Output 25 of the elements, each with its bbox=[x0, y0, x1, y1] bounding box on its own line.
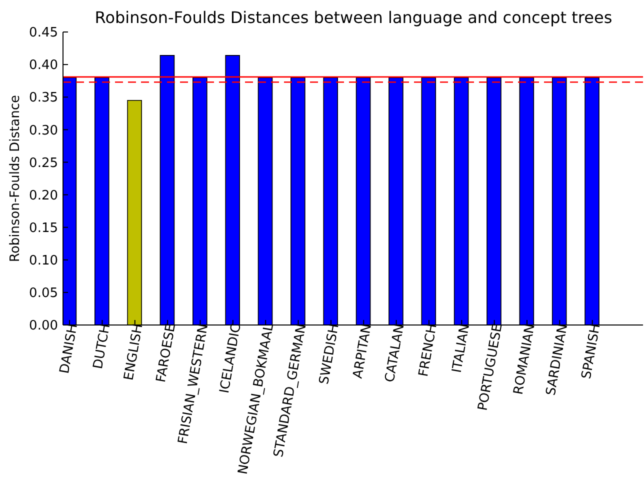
y-tick-label: 0.25 bbox=[29, 156, 58, 171]
x-tick-label: CATALAN bbox=[382, 322, 408, 384]
x-tick-label: SPANISH bbox=[579, 322, 604, 380]
x-tick-label: FRENCH bbox=[416, 322, 440, 378]
x-tick-label: ARPITAN bbox=[350, 322, 376, 380]
x-tick-label: ICELANDIC bbox=[217, 322, 244, 394]
y-tick-label: 0.40 bbox=[29, 58, 58, 74]
y-tick-label: 0.35 bbox=[29, 90, 58, 106]
x-tick-label: ITALIAN bbox=[450, 322, 474, 374]
y-tick-label: 0.45 bbox=[29, 26, 58, 41]
y-tick-label: 0.00 bbox=[29, 318, 58, 334]
x-tick-label: SWEDISH bbox=[316, 322, 342, 386]
y-tick-label: 0.10 bbox=[29, 254, 58, 269]
y-tick-label: 0.15 bbox=[29, 220, 58, 236]
x-tick-label: SARDINIAN bbox=[544, 322, 572, 397]
x-tick-label: DUTCH bbox=[90, 322, 114, 370]
x-tick-label: ROMANIAN bbox=[511, 322, 538, 396]
x-tick-label: DANISH bbox=[57, 322, 81, 375]
x-tick-label: ENGLISH bbox=[122, 322, 146, 382]
x-tick-label: FAROESE bbox=[154, 322, 180, 384]
y-axis-title: Robinson-Foulds Distance bbox=[8, 95, 23, 262]
y-tick-label: 0.05 bbox=[29, 286, 58, 302]
chart-title: Robinson-Foulds Distances between language and concept trees bbox=[94, 8, 614, 27]
y-tick-label: 0.20 bbox=[29, 188, 58, 204]
y-tick-label: 0.30 bbox=[29, 123, 58, 138]
